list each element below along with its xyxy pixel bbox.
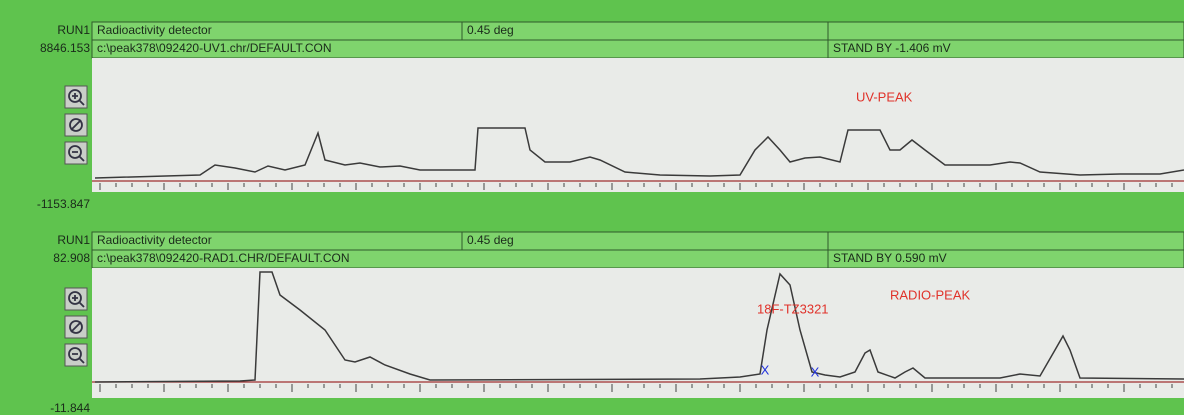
run-label: RUN1 (57, 23, 90, 37)
zoom-in-button[interactable] (65, 288, 87, 310)
reset-button[interactable] (65, 114, 87, 136)
angle: 0.45 deg (467, 233, 514, 247)
detector: Radioactivity detector (97, 23, 212, 37)
file-path: c:\peak378\092420-RAD1.CHR/DEFAULT.CON (97, 251, 350, 265)
angle: 0.45 deg (467, 23, 514, 37)
zoom-in-button[interactable] (65, 86, 87, 108)
y-max: 8846.153 (40, 41, 90, 55)
y-min: -1153.847 (37, 197, 90, 211)
reset-button[interactable] (65, 316, 87, 338)
status: STAND BY -1.406 mV (833, 41, 951, 55)
radio-panel: RUN1 Radioactivity detector 0.45 deg 82.… (50, 232, 1184, 415)
uv-panel: RUN1 Radioactivity detector 0.45 deg 884… (37, 22, 1184, 211)
file-path: c:\peak378\092420-UV1.chr/DEFAULT.CON (97, 41, 332, 55)
y-min: -11.844 (50, 401, 90, 415)
integration-marker: X (811, 364, 820, 379)
status: STAND BY 0.590 mV (833, 251, 947, 265)
detector: Radioactivity detector (97, 233, 212, 247)
screen: RUN1 Radioactivity detector 0.45 deg 884… (0, 0, 1184, 415)
header-row (92, 232, 1184, 250)
zoom-out-button[interactable] (65, 142, 87, 164)
zoom-out-button[interactable] (65, 344, 87, 366)
peak-annotation: 18F-TZ3321 (757, 301, 829, 316)
header-row (92, 22, 1184, 40)
y-max: 82.908 (53, 251, 90, 265)
run-label: RUN1 (57, 233, 90, 247)
integration-marker: X (761, 362, 770, 377)
peak-label: RADIO-PEAK (890, 287, 971, 302)
peak-label: UV-PEAK (856, 89, 913, 104)
